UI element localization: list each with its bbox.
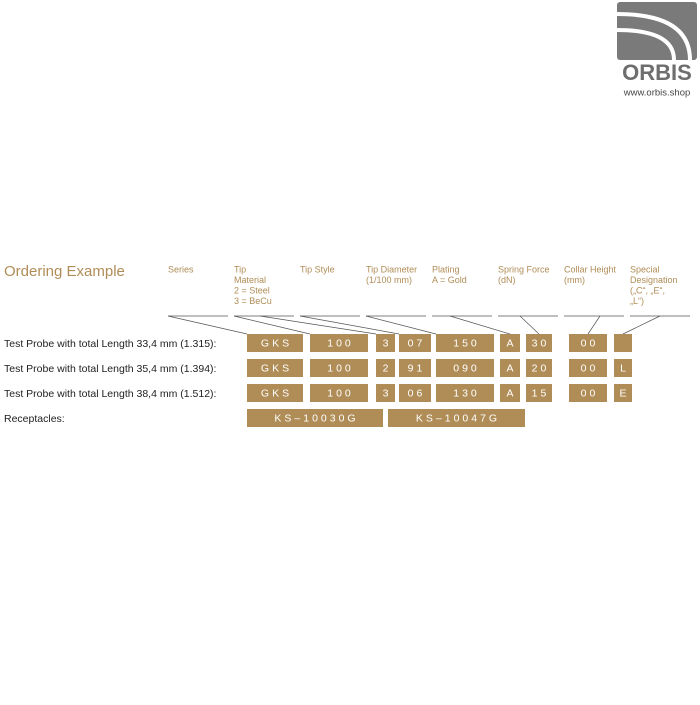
connector — [259, 315, 377, 335]
code-text: 15 — [532, 387, 550, 399]
code-text: 3 — [383, 387, 392, 399]
code-box — [376, 359, 395, 377]
code-box — [500, 384, 520, 402]
code-box — [436, 384, 494, 402]
column-header: „L“) — [630, 296, 644, 306]
code-box — [376, 384, 395, 402]
code-text: L — [620, 362, 629, 374]
code-text: 06 — [408, 387, 426, 399]
connector — [167, 315, 248, 335]
code-box — [569, 359, 607, 377]
column-header: („C“, „E“, — [630, 285, 665, 295]
column-header: Series — [168, 264, 194, 274]
code-box — [376, 334, 395, 352]
connector — [233, 315, 311, 335]
code-text: A — [506, 337, 516, 349]
connector — [519, 315, 540, 335]
code-box — [247, 384, 303, 402]
code-text: 00 — [581, 337, 599, 349]
code-box — [310, 359, 368, 377]
code-box — [247, 334, 303, 352]
column-header: 2 = Steel — [234, 285, 270, 295]
code-text: 150 — [453, 337, 480, 349]
code-text: 91 — [408, 362, 426, 374]
code-box — [526, 359, 552, 377]
column-header: A = Gold — [432, 275, 467, 285]
code-text: A — [506, 387, 516, 399]
code-text: 20 — [532, 362, 550, 374]
connector — [299, 315, 400, 335]
code-text: 07 — [408, 337, 426, 349]
column-header: Collar Height — [564, 264, 617, 274]
code-text: GKS — [261, 387, 292, 399]
code-text: A — [506, 362, 516, 374]
row-label: Test Probe with total Length 33,4 mm (1.… — [4, 338, 216, 350]
connector — [365, 315, 437, 335]
code-box — [310, 384, 368, 402]
code-box — [399, 384, 431, 402]
row-label: Test Probe with total Length 35,4 mm (1.… — [4, 363, 216, 375]
column-header: Tip Diameter — [366, 264, 417, 274]
code-box — [569, 384, 607, 402]
code-box — [614, 384, 632, 402]
code-text: GKS — [261, 337, 292, 349]
code-box — [614, 359, 632, 377]
code-text: 2 — [383, 362, 392, 374]
code-text: KS–10030G — [274, 412, 358, 424]
column-header: Plating — [432, 264, 460, 274]
code-text: 30 — [532, 337, 550, 349]
column-header: 3 = BeCu — [234, 296, 272, 306]
code-box — [526, 384, 552, 402]
code-text: KS–10047G — [416, 412, 500, 424]
code-box — [399, 359, 431, 377]
column-header: (mm) — [564, 275, 585, 285]
code-box — [436, 359, 494, 377]
code-text: 3 — [383, 337, 392, 349]
code-box — [388, 409, 525, 427]
code-box — [569, 334, 607, 352]
code-box — [436, 334, 494, 352]
code-box — [247, 359, 303, 377]
code-box — [399, 334, 431, 352]
code-text: 00 — [581, 362, 599, 374]
code-box — [247, 409, 383, 427]
code-text: 090 — [453, 362, 480, 374]
connector — [449, 315, 511, 335]
logo-url: www.orbis.shop — [623, 88, 691, 99]
code-text: E — [619, 387, 629, 399]
column-header: Tip Style — [300, 264, 335, 274]
connector — [587, 315, 601, 335]
code-text: 130 — [453, 387, 480, 399]
title: Ordering Example — [4, 263, 125, 280]
code-text: GKS — [261, 362, 292, 374]
column-header: Material — [234, 275, 266, 285]
column-header: (1/100 mm) — [366, 275, 412, 285]
logo: ORBIS www.orbis.shop — [616, 2, 697, 99]
code-box — [614, 334, 632, 352]
code-text: 100 — [327, 362, 354, 374]
row-label: Test Probe with total Length 38,4 mm (1.… — [4, 388, 216, 400]
code-text: 00 — [581, 387, 599, 399]
code-box — [310, 334, 368, 352]
row-label: Receptacles: — [4, 413, 65, 425]
column-header: Spring Force — [498, 264, 550, 274]
column-header: Special — [630, 264, 660, 274]
connector — [622, 315, 661, 335]
code-box — [526, 334, 552, 352]
logo-name: ORBIS — [622, 60, 692, 85]
code-text: 100 — [327, 337, 354, 349]
code-box — [500, 334, 520, 352]
column-header: (dN) — [498, 275, 516, 285]
column-header: Designation — [630, 275, 678, 285]
column-header: Tip — [234, 264, 246, 274]
code-box — [500, 359, 520, 377]
code-text: 100 — [327, 387, 354, 399]
